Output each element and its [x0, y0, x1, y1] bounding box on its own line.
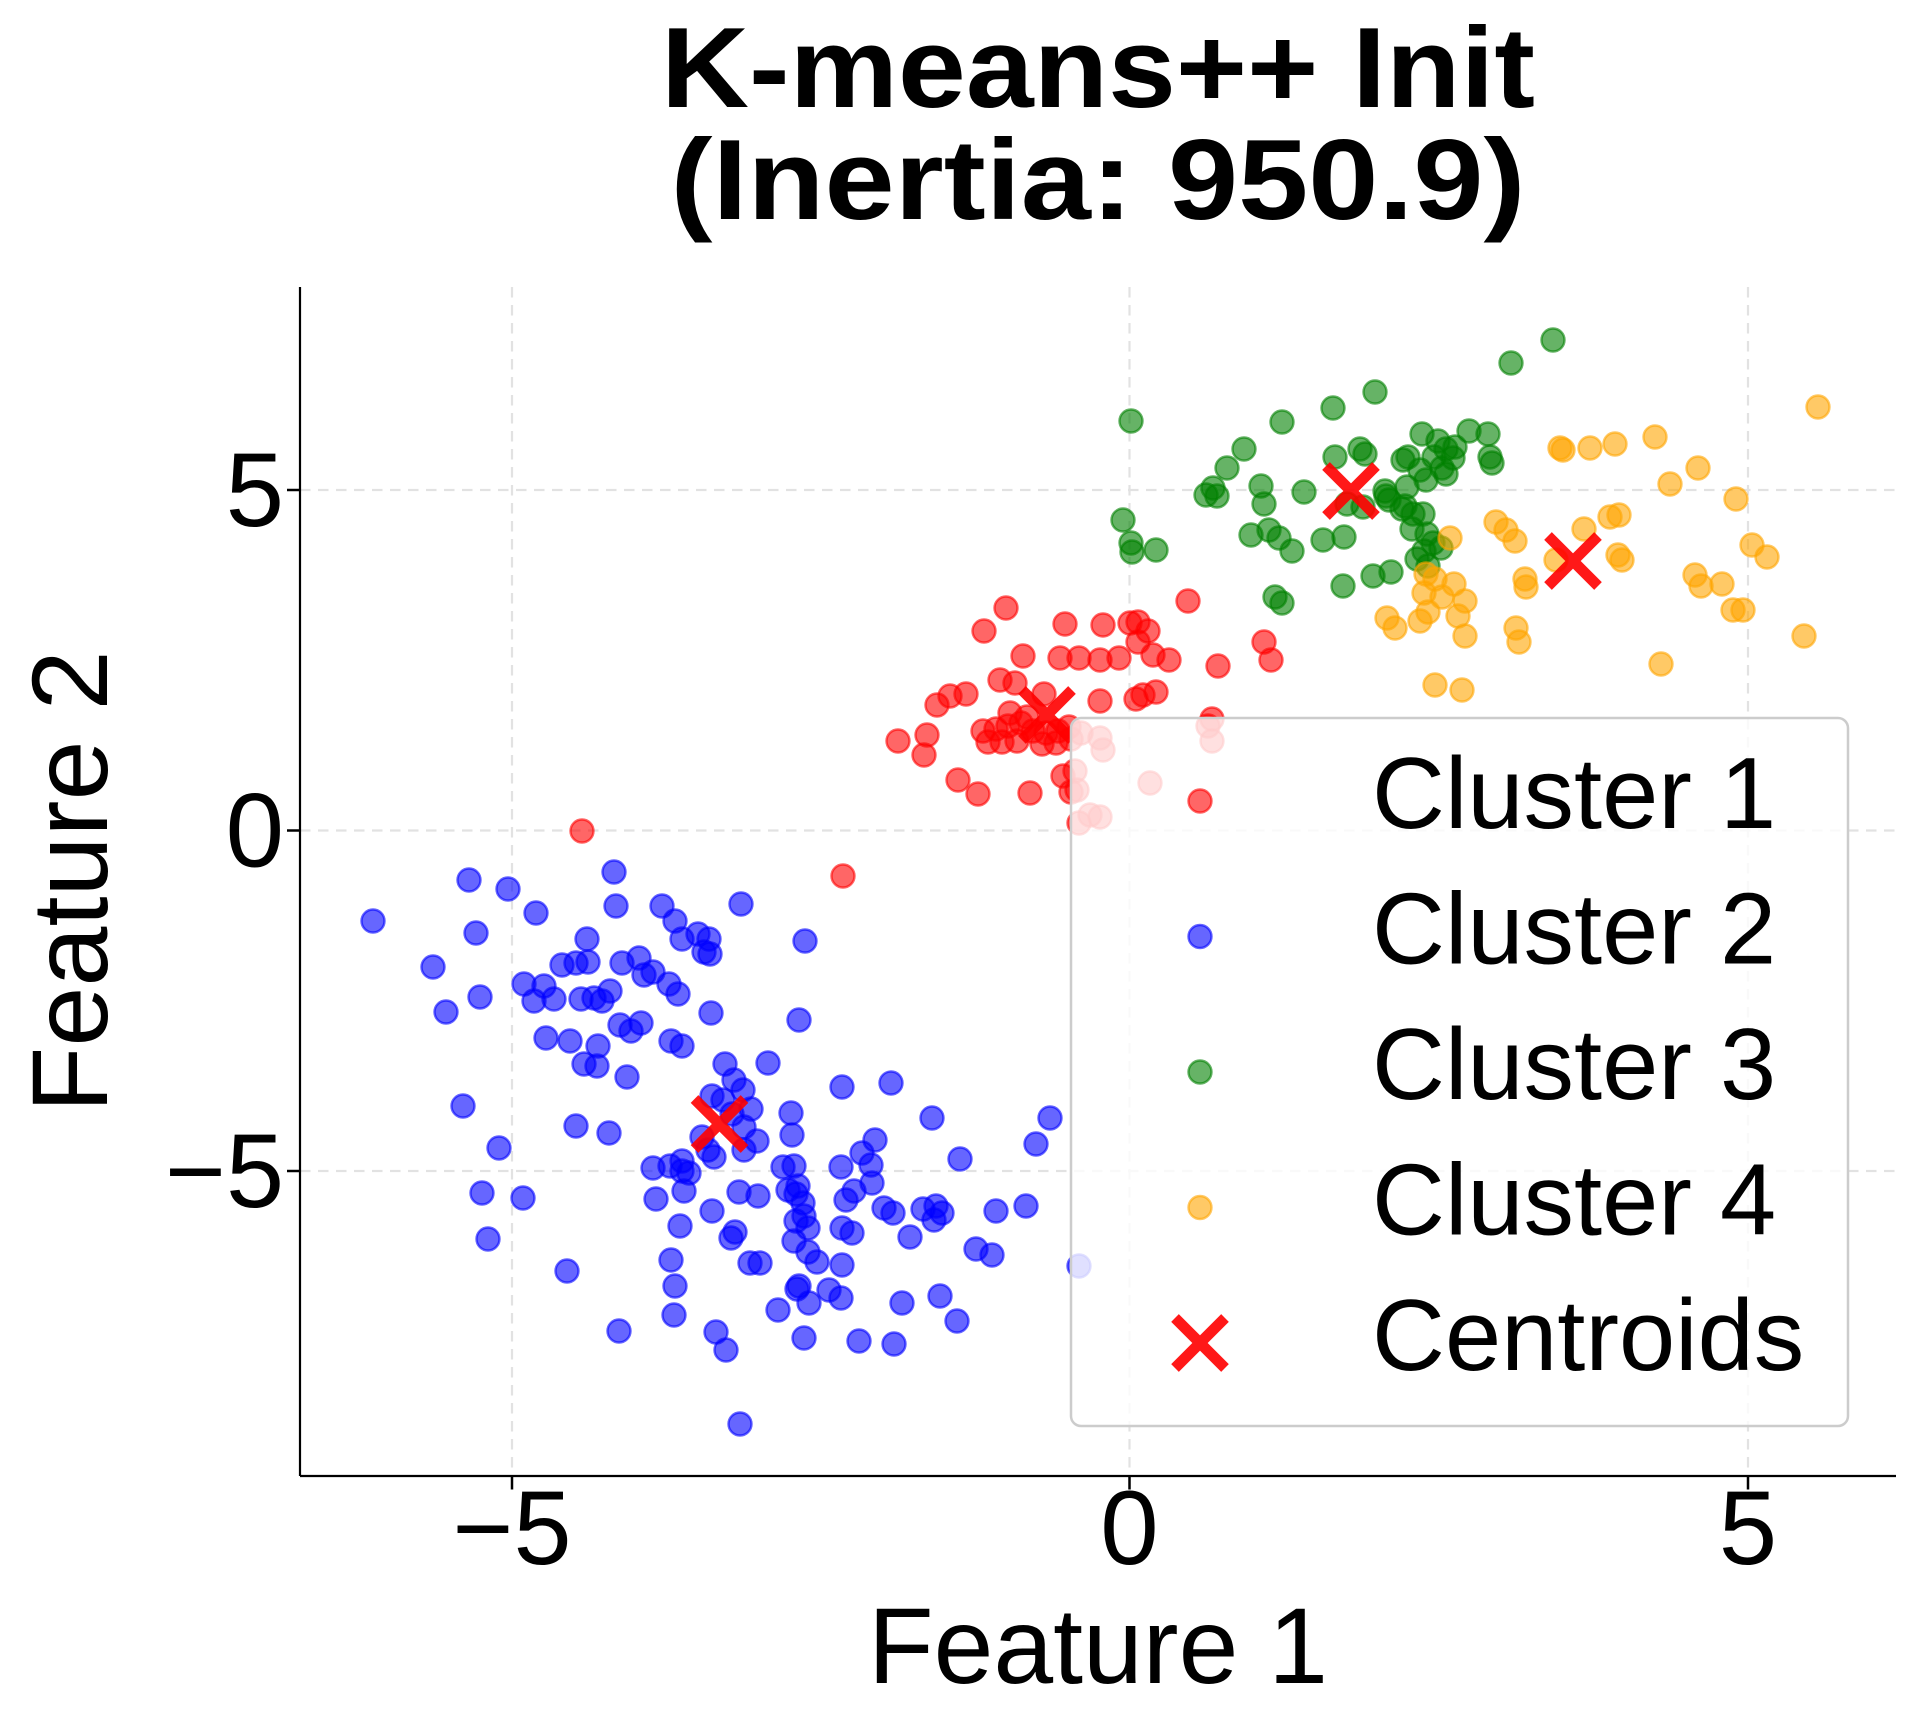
svg-text:Cluster 3: Cluster 3 — [1372, 1009, 1776, 1121]
svg-text:−5: −5 — [165, 1113, 284, 1230]
svg-text:5: 5 — [1719, 1470, 1777, 1587]
svg-text:Feature 2: Feature 2 — [9, 650, 130, 1112]
svg-text:Cluster 1: Cluster 1 — [1372, 738, 1776, 850]
svg-text:5: 5 — [226, 432, 284, 549]
svg-text:0: 0 — [226, 773, 284, 890]
svg-text:0: 0 — [1100, 1470, 1158, 1587]
svg-text:K-means++ Init: K-means++ Init — [661, 5, 1535, 132]
svg-text:Feature 1: Feature 1 — [868, 1585, 1328, 1706]
svg-text:Cluster 4: Cluster 4 — [1372, 1145, 1776, 1257]
svg-text:Cluster 2: Cluster 2 — [1372, 874, 1776, 986]
svg-text:Centroids: Centroids — [1372, 1280, 1804, 1392]
svg-text:−5: −5 — [453, 1470, 572, 1587]
svg-text:(Inertia: 950.9): (Inertia: 950.9) — [671, 117, 1526, 244]
